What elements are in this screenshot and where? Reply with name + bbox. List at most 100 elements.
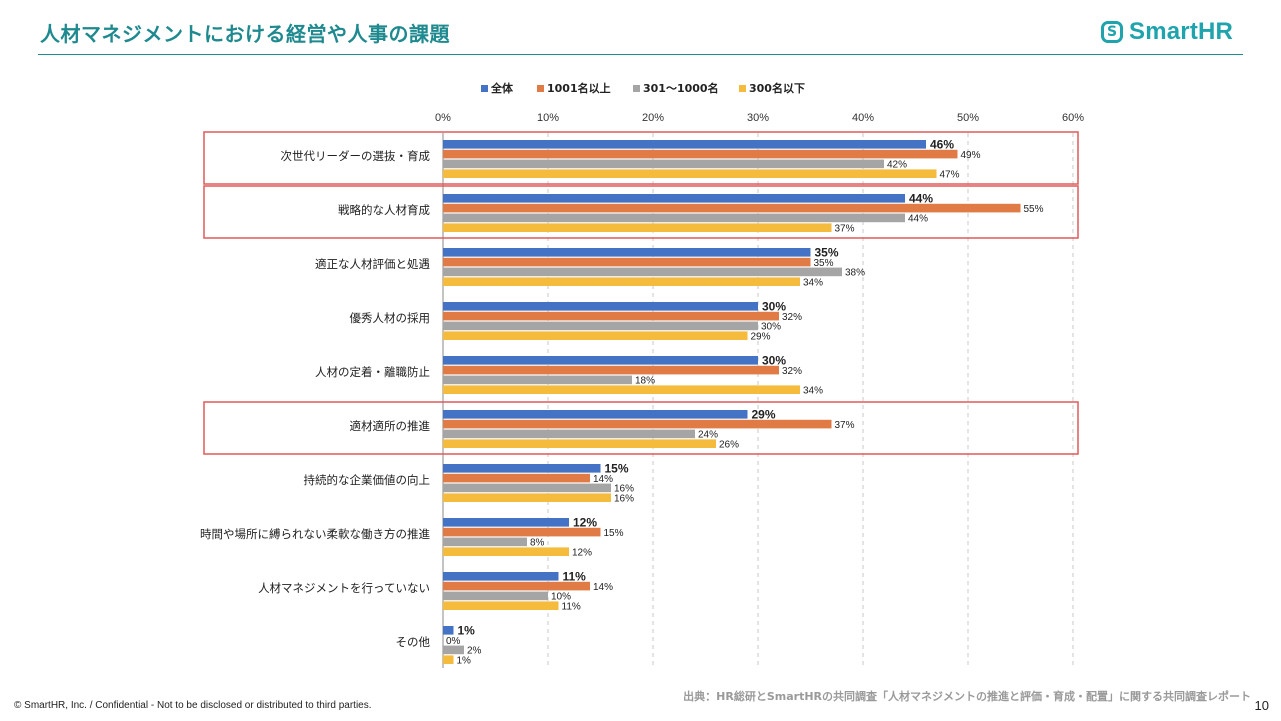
legend-label: 300名以下 — [749, 81, 805, 95]
bar — [443, 572, 559, 581]
bar — [443, 483, 611, 493]
data-label: 1% — [458, 624, 476, 638]
x-tick-label: 20% — [642, 112, 664, 124]
data-label: 30% — [762, 354, 786, 368]
data-label: 34% — [803, 277, 823, 288]
data-label: 24% — [698, 430, 718, 441]
data-label: 12% — [573, 516, 597, 530]
category-label: 時間や場所に縛られない柔軟な働き方の推進 — [200, 527, 430, 541]
bar — [443, 385, 800, 394]
legend-swatch — [481, 85, 488, 92]
bar — [443, 439, 716, 448]
data-label: 47% — [940, 169, 960, 180]
smarthr-logo: S SmartHR — [1101, 16, 1233, 48]
data-label: 29% — [751, 331, 771, 342]
bar — [443, 194, 905, 203]
data-label: 30% — [761, 322, 781, 333]
data-label: 55% — [1024, 204, 1044, 215]
data-label: 8% — [530, 538, 545, 549]
data-label: 14% — [593, 582, 613, 593]
bar — [443, 429, 695, 439]
legend-swatch — [537, 85, 544, 92]
highlight-box — [203, 185, 1079, 239]
data-label: 42% — [887, 160, 907, 171]
x-tick-label: 50% — [957, 112, 979, 124]
bar — [443, 149, 958, 159]
category-label: 人材マネジメントを行っていない — [258, 581, 430, 595]
data-label: 15% — [604, 528, 624, 539]
category-label: 適材適所の推進 — [350, 419, 431, 433]
data-label: 2% — [467, 646, 482, 657]
page-title: 人材マネジメントにおける経営や人事の課題 — [40, 22, 450, 46]
bar — [443, 591, 548, 601]
legend-label: 全体 — [490, 81, 514, 95]
data-label: 16% — [614, 493, 634, 504]
bar — [443, 213, 905, 223]
bar — [443, 267, 842, 277]
data-label: 49% — [961, 150, 981, 161]
bar — [443, 493, 611, 502]
source-note: 出典：HR総研とSmartHRの共同調査「人材マネジメントの推進と評価・育成・配… — [683, 690, 1251, 703]
bar — [443, 302, 758, 311]
bar — [443, 248, 811, 257]
title-divider — [38, 54, 1243, 55]
bar — [443, 365, 779, 375]
logo-text: SmartHR — [1129, 18, 1234, 45]
data-label: 11% — [563, 570, 587, 584]
data-label: 34% — [803, 385, 823, 396]
bar — [443, 419, 832, 429]
data-label: 38% — [845, 268, 865, 279]
data-label: 37% — [835, 420, 855, 431]
bar — [443, 169, 937, 178]
bar — [443, 645, 464, 655]
data-label: 16% — [614, 484, 634, 495]
bar — [443, 527, 601, 537]
bar — [443, 626, 454, 635]
bar — [443, 547, 569, 556]
data-label: 35% — [815, 246, 839, 260]
legend-label: 301〜1000名 — [643, 81, 719, 95]
bar — [443, 223, 832, 232]
data-label: 10% — [551, 592, 571, 603]
bar — [443, 537, 527, 547]
bar — [443, 356, 758, 365]
data-label: 29% — [752, 408, 776, 422]
highlight-box — [203, 131, 1079, 185]
bar — [443, 159, 884, 169]
bar — [443, 410, 748, 419]
data-label: 30% — [762, 300, 786, 314]
data-label: 32% — [782, 366, 802, 377]
x-tick-label: 0% — [435, 112, 451, 124]
category-label: 適正な人材評価と処遇 — [315, 257, 430, 271]
data-label: 46% — [930, 138, 954, 152]
data-label: 44% — [909, 192, 933, 206]
legend-swatch — [739, 85, 746, 92]
bar — [443, 601, 559, 610]
data-label: 44% — [908, 214, 928, 225]
category-label: 持続的な企業価値の向上 — [304, 473, 431, 487]
bar — [443, 257, 811, 267]
bar — [443, 518, 569, 527]
highlight-box — [203, 401, 1079, 455]
data-label: 18% — [635, 376, 655, 387]
x-tick-label: 30% — [747, 112, 769, 124]
data-label: 1% — [457, 655, 472, 666]
s-badge-icon: S — [1101, 21, 1123, 43]
category-label: 優秀人材の採用 — [350, 311, 431, 325]
data-label: 35% — [814, 258, 834, 269]
x-tick-label: 10% — [537, 112, 559, 124]
bar — [443, 331, 748, 340]
bar — [443, 203, 1021, 213]
category-label: その他 — [396, 635, 431, 649]
bar — [443, 581, 590, 591]
bar — [443, 311, 779, 321]
data-label: 11% — [562, 601, 581, 612]
bar — [443, 464, 601, 473]
data-label: 26% — [719, 439, 739, 450]
data-label: 14% — [593, 474, 613, 485]
data-label: 32% — [782, 312, 802, 323]
bar — [443, 375, 632, 385]
bar — [443, 321, 758, 331]
x-tick-label: 40% — [852, 112, 874, 124]
